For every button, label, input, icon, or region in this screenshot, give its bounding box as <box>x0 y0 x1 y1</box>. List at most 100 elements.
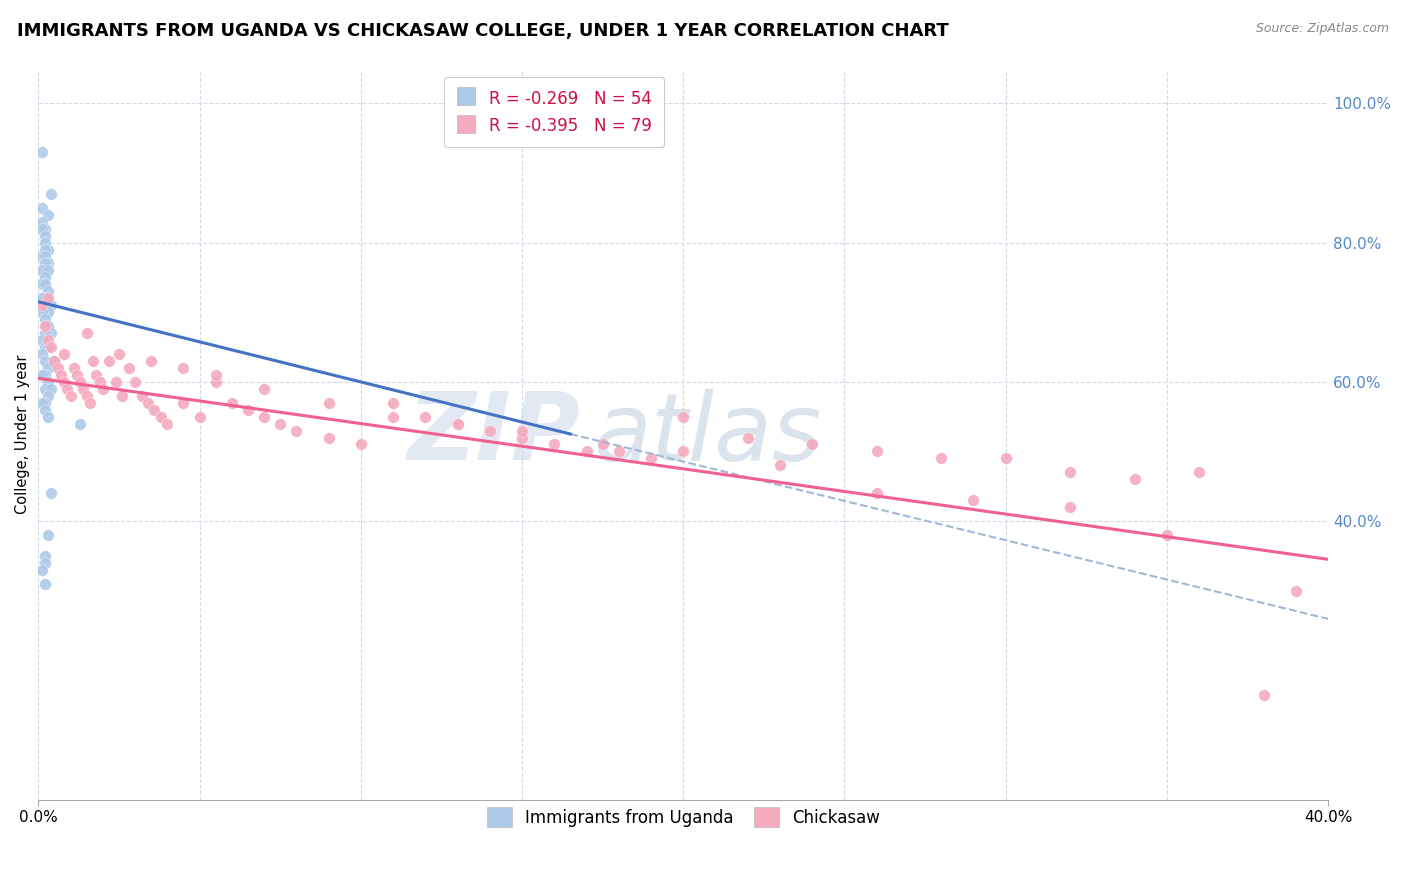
Legend: Immigrants from Uganda, Chickasaw: Immigrants from Uganda, Chickasaw <box>478 799 889 835</box>
Point <box>478 424 501 438</box>
Point <box>34 395 56 409</box>
Point <box>350 437 373 451</box>
Point <box>66 368 89 382</box>
Point <box>124 375 146 389</box>
Point <box>34 228 56 243</box>
Point <box>592 437 614 451</box>
Point <box>44 354 66 368</box>
Text: IMMIGRANTS FROM UGANDA VS CHICKASAW COLLEGE, UNDER 1 YEAR CORRELATION CHART: IMMIGRANTS FROM UGANDA VS CHICKASAW COLL… <box>17 22 949 40</box>
Text: Source: ZipAtlas.com: Source: ZipAtlas.com <box>1256 22 1389 36</box>
Point <box>149 409 172 424</box>
Point <box>53 347 76 361</box>
Point <box>56 382 79 396</box>
Point <box>31 201 53 215</box>
Point <box>108 347 131 361</box>
Point <box>46 360 69 375</box>
Point <box>31 333 53 347</box>
Point <box>285 424 308 438</box>
Point <box>204 368 226 382</box>
Point <box>34 312 56 326</box>
Point <box>31 368 53 382</box>
Point <box>672 444 695 458</box>
Point <box>1188 465 1211 479</box>
Point <box>141 354 163 368</box>
Point <box>1123 472 1146 486</box>
Point <box>204 375 226 389</box>
Point <box>34 354 56 368</box>
Point <box>34 340 56 354</box>
Point <box>76 326 98 340</box>
Point <box>37 340 59 354</box>
Point <box>318 430 340 444</box>
Point <box>769 458 792 473</box>
Point <box>39 486 62 500</box>
Point <box>31 277 53 292</box>
Point <box>31 291 53 305</box>
Point <box>575 444 598 458</box>
Point <box>34 549 56 563</box>
Point <box>1156 528 1178 542</box>
Point <box>221 395 243 409</box>
Point <box>37 528 59 542</box>
Point <box>76 389 98 403</box>
Point <box>31 145 53 159</box>
Point <box>79 395 101 409</box>
Point <box>236 402 259 417</box>
Point <box>156 417 179 431</box>
Point <box>31 347 53 361</box>
Point <box>31 298 53 312</box>
Point <box>672 409 695 424</box>
Point <box>1285 583 1308 598</box>
Point <box>82 354 104 368</box>
Point <box>104 375 127 389</box>
Point <box>318 395 340 409</box>
Point <box>543 437 565 451</box>
Point <box>34 576 56 591</box>
Point <box>172 360 194 375</box>
Point <box>31 250 53 264</box>
Point <box>607 444 630 458</box>
Point <box>510 424 533 438</box>
Point <box>34 368 56 382</box>
Point <box>37 263 59 277</box>
Point <box>59 389 82 403</box>
Point <box>34 270 56 285</box>
Point <box>737 430 759 444</box>
Point <box>34 235 56 250</box>
Point <box>37 243 59 257</box>
Point <box>31 215 53 229</box>
Point <box>31 305 53 319</box>
Point <box>34 382 56 396</box>
Point <box>37 389 59 403</box>
Point <box>39 186 62 201</box>
Point <box>31 221 53 235</box>
Point <box>1059 500 1081 515</box>
Point <box>39 382 62 396</box>
Point <box>37 333 59 347</box>
Point <box>34 243 56 257</box>
Point <box>86 368 108 382</box>
Point <box>37 285 59 299</box>
Point <box>34 277 56 292</box>
Point <box>1253 688 1275 702</box>
Point <box>37 375 59 389</box>
Point <box>117 360 139 375</box>
Point <box>37 305 59 319</box>
Point <box>34 402 56 417</box>
Point <box>446 417 468 431</box>
Point <box>801 437 824 451</box>
Point <box>89 375 111 389</box>
Point <box>929 451 952 466</box>
Point <box>172 395 194 409</box>
Point <box>39 340 62 354</box>
Point <box>39 298 62 312</box>
Point <box>69 375 91 389</box>
Point <box>34 556 56 570</box>
Text: ZIP: ZIP <box>408 388 581 480</box>
Point <box>269 417 291 431</box>
Point <box>510 430 533 444</box>
Point <box>37 360 59 375</box>
Point <box>31 395 53 409</box>
Point <box>111 389 134 403</box>
Point <box>1059 465 1081 479</box>
